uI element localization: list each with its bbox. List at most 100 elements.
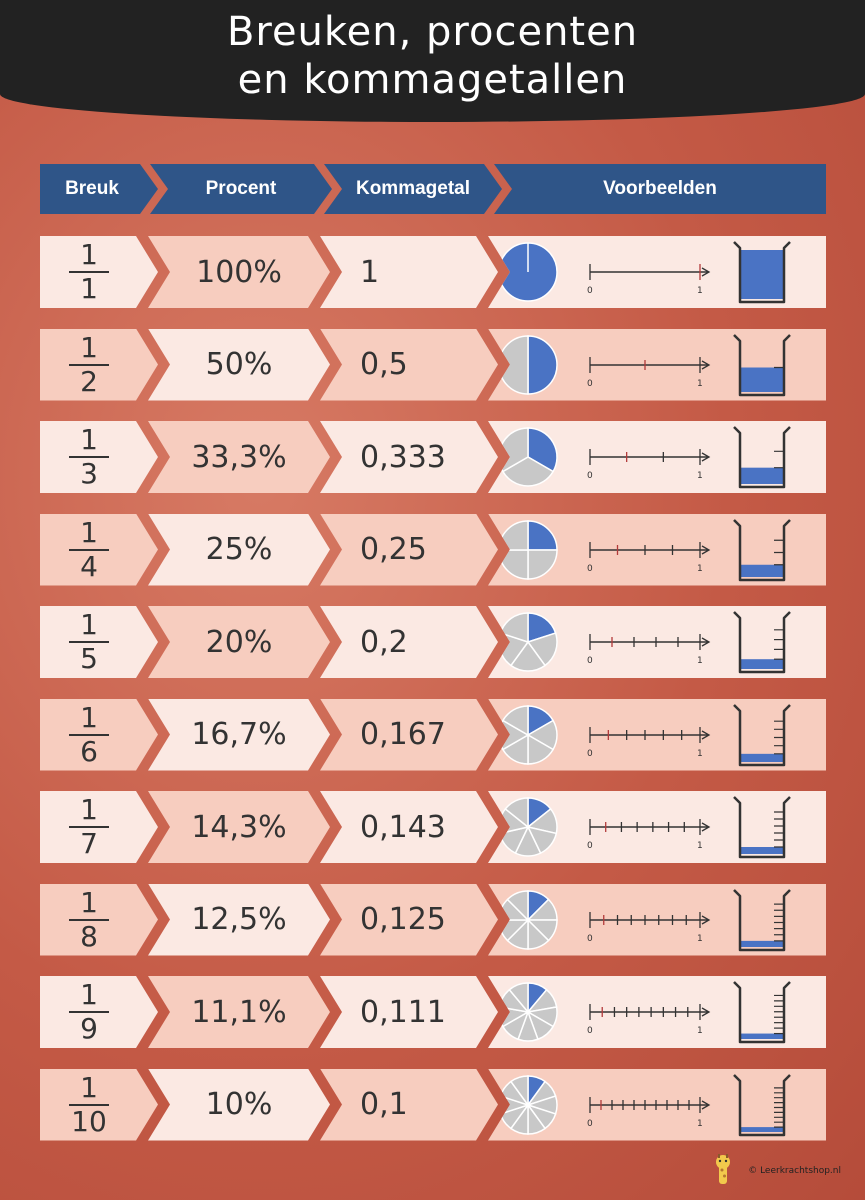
page-title-line-2: en kommagetallen [237,57,628,103]
decimal-cell: 1 [320,236,498,308]
page-title-line-1: Breuken, procenten [226,9,639,55]
percent-cell: 100% [148,236,330,308]
pie-slice [508,982,529,1015]
number-line-arrow-icon [701,452,711,462]
number-line-start-label: 0 [587,379,593,389]
fraction-bar [69,271,109,273]
decimal-cell: 0,125 [320,884,498,956]
pie-slice [509,1074,529,1107]
fraction-bar [69,919,109,921]
fraction-denominator: 6 [80,734,98,768]
table-row: 1 6 16,7% 0,167 0 1 [40,698,826,771]
giraffe-logo-icon [716,1154,731,1184]
percent-cell: 11,1% [148,976,330,1048]
pie-chart [498,797,558,857]
pie-slice [527,519,558,551]
table-row: 1 10 10% 0,1 0 1 [40,1068,826,1141]
column-header-voorbeelden: Voorbeelden [494,164,826,214]
pie-chart [498,334,558,395]
beaker-outline [733,426,791,489]
pie-chart [498,427,558,487]
beaker-outline [733,241,791,304]
number-line-arrow-icon [701,729,711,740]
percent-cell: 20% [148,606,330,678]
pie-chart [498,612,558,672]
beaker-fill [740,564,784,577]
beaker-icon [733,981,791,1044]
beaker-fill [740,940,784,947]
number-line-end-label: 1 [697,934,703,944]
fraction-denominator: 10 [71,1104,107,1138]
column-header-breuk: Breuk [40,164,158,214]
beaker-outline [733,981,791,1044]
fraction-cell: 1 10 [40,1069,158,1141]
pie-slice [499,612,529,644]
fraction-denominator: 9 [80,1012,98,1045]
fraction-numerator: 1 [80,793,98,826]
percent-cell: 33,3% [148,421,330,493]
percent-cell: 25% [148,514,330,586]
column-header-row: Breuk Procent Kommagetal Voorbeelden [40,164,826,214]
number-line-end-label: 1 [697,379,703,389]
fraction-bar [69,1011,109,1013]
fraction-denominator: 1 [80,272,98,305]
decimal-cell: 0,2 [320,606,498,678]
beaker-icon [733,796,791,859]
number-line-start-label: 0 [587,564,593,574]
decimal-cell: 0,143 [320,791,498,863]
pie-chart [498,519,558,580]
number-line-arrow-icon [701,637,711,647]
fraction-numerator: 1 [80,238,98,271]
number-line-start-label: 0 [587,934,593,944]
fraction-bar [69,1104,109,1106]
percent-cell: 10% [148,1069,330,1141]
column-header-procent: Procent [150,164,332,214]
decimal-cell: 0,167 [320,699,498,771]
beaker-icon [733,1073,791,1136]
table-row: 1 3 33,3% 0,333 0 1 [40,421,826,493]
fraction-denominator: 5 [80,642,98,675]
number-line-start-label: 0 [587,471,593,481]
number-line-start-label: 0 [587,1119,593,1129]
beaker-outline [733,888,791,951]
footer-credit: © Leerkrachtshop.nl [748,1166,841,1176]
pie-chart [498,242,558,302]
beaker-icon [733,703,791,766]
table-row: 1 1 100% 1 0 1 [40,236,826,308]
number-line-arrow-icon [701,822,711,832]
decimal-cell: 0,25 [320,514,498,586]
beaker-fill [740,250,784,299]
number-line-end-label: 1 [697,656,703,666]
column-header-kommagetal: Kommagetal [324,164,502,214]
pie-chart [498,982,558,1042]
fraction-bar [69,734,109,736]
beaker-outline [733,611,791,674]
fraction-bar [69,456,109,458]
fraction-numerator: 1 [80,423,98,456]
table-row: 1 7 14,3% 0,143 0 1 [40,791,826,863]
beaker-outline [733,518,791,581]
